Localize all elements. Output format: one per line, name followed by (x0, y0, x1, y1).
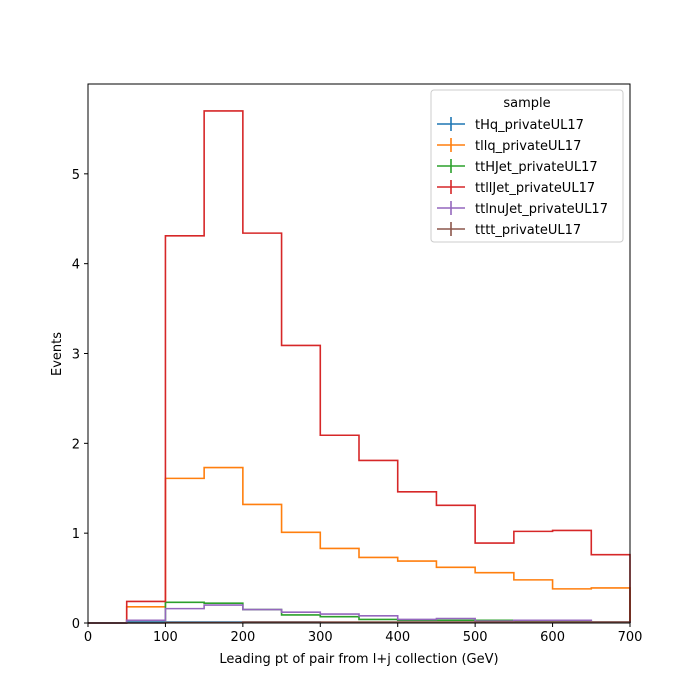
x-tick-label: 200 (230, 630, 255, 645)
y-tick-label: 0 (72, 617, 80, 632)
legend-label: tHq_privateUL17 (475, 118, 584, 133)
legend-entry: tttt_privateUL17 (437, 222, 581, 238)
x-tick-label: 700 (618, 630, 643, 645)
legend-label: ttHJet_privateUL17 (475, 160, 598, 175)
series-line-ttllJet_privateUL17 (88, 110, 631, 624)
y-axis-ticks: 0 1 2 3 4 5 (72, 168, 88, 632)
legend-label: ttllJet_privateUL17 (475, 181, 595, 196)
legend-label: tttt_privateUL17 (475, 223, 581, 238)
legend: sample tHq_privateUL17 tllq_privateUL17tt… (430, 89, 624, 243)
legend-label: ttlnuJet_privateUL17 (475, 202, 608, 217)
series-line-ttHJet_privateUL17 (88, 601, 631, 624)
legend-title: sample (503, 96, 550, 111)
legend-entry: ttHJet_privateUL17 (437, 159, 598, 175)
legend-entry: ttlnuJet_privateUL17 (437, 201, 608, 217)
y-tick-label: 3 (72, 348, 80, 363)
series-line-tllq_privateUL17 (88, 466, 631, 624)
x-axis-label: Leading pt of pair from l+j collection (… (219, 652, 498, 667)
x-tick-label: 0 (84, 630, 92, 645)
series-layer (88, 110, 631, 624)
y-tick-label: 2 (72, 437, 80, 452)
x-tick-label: 600 (540, 630, 565, 645)
legend-frame (430, 89, 624, 243)
y-tick-label: 1 (72, 527, 80, 542)
y-tick-label: 4 (72, 258, 80, 273)
series-line-ttlnuJet_privateUL17 (88, 604, 631, 624)
x-tick-label: 500 (463, 630, 488, 645)
legend-entries: tHq_privateUL17 tllq_privateUL17 ttHJet_pr… (437, 117, 608, 238)
legend-label: tllq_privateUL17 (475, 139, 581, 154)
x-tick-label: 400 (385, 630, 410, 645)
x-tick-label: 100 (153, 630, 178, 645)
x-axis-ticks: 0 100 200 300 400 500 600 700 (84, 623, 643, 645)
y-tick-label: 5 (72, 168, 80, 183)
legend-entry: ttllJet_privateUL17 (437, 180, 595, 196)
legend-entry: tllq_privateUL17 (437, 138, 581, 154)
plot-area (87, 83, 631, 624)
legend-entry: tHq_privateUL17 (437, 117, 584, 133)
x-tick-label: 300 (308, 630, 333, 645)
y-axis-label: Events (50, 332, 65, 376)
